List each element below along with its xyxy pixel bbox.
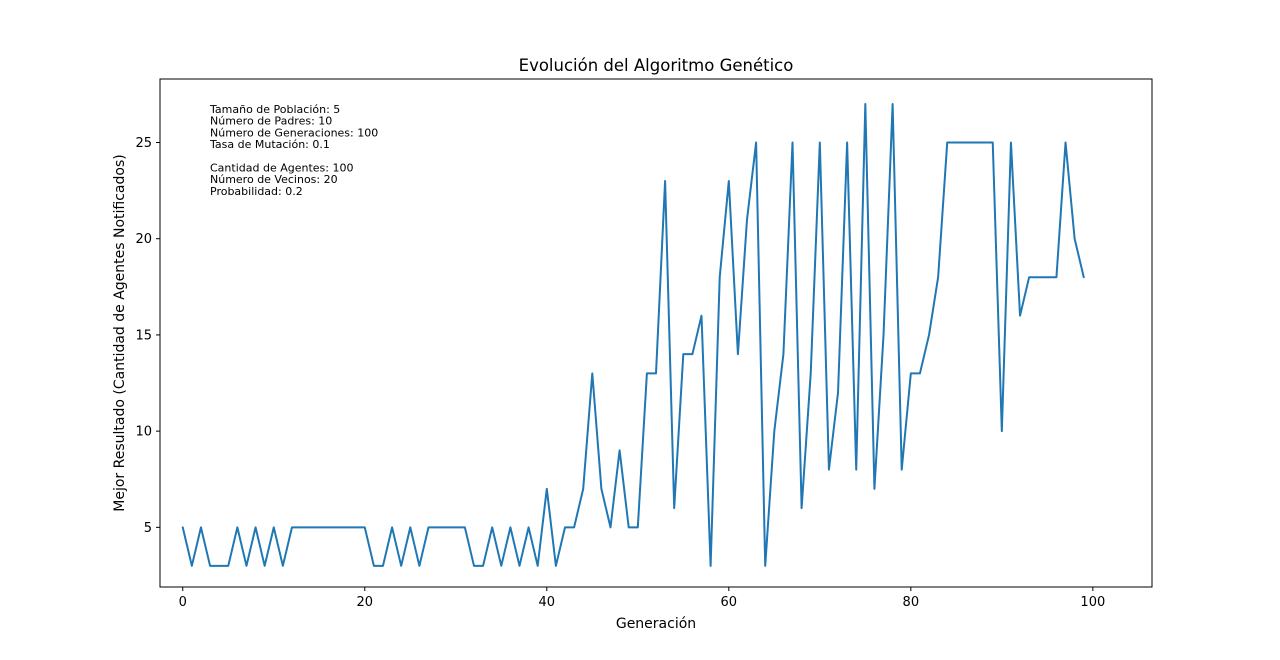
- y-tick-label: 5: [144, 521, 152, 536]
- y-tick-label: 15: [135, 328, 152, 343]
- plot-frame: [159, 78, 1153, 588]
- parameter-annotation-line: Tamaño de Población: 5: [209, 103, 340, 116]
- axis-ticks: 0 20 40 60 80 100 5 10 15 20 25: [135, 136, 1105, 610]
- parameter-annotation-line: Cantidad de Agentes: 100: [210, 162, 353, 175]
- x-tick-label: 40: [539, 595, 556, 610]
- parameter-annotation-line: Probabilidad: 0.2: [210, 185, 303, 198]
- y-tick-label: 25: [135, 136, 152, 151]
- parameter-annotation-line: Número de Generaciones: 100: [210, 126, 378, 139]
- x-tick-label: 60: [721, 595, 738, 610]
- x-tick-label: 20: [356, 595, 373, 610]
- y-axis-label: Mejor Resultado (Cantidad de Agentes Not…: [112, 154, 128, 511]
- x-axis-label: Generación: [616, 616, 696, 632]
- series-line: [181, 103, 1085, 567]
- x-tick-label: 80: [903, 595, 920, 610]
- parameter-annotation-line: Número de Padres: 10: [210, 115, 332, 128]
- parameter-annotation-line: Número de Vecinos: 20: [210, 173, 338, 186]
- x-tick-label: 0: [179, 595, 187, 610]
- parameter-annotation-line: Tasa de Mutación: 0.1: [209, 138, 330, 151]
- chart-title: Evolución del Algoritmo Genético: [519, 56, 794, 75]
- y-tick-label: 20: [135, 232, 152, 247]
- x-tick-label: 100: [1080, 595, 1105, 610]
- y-tick-label: 10: [135, 425, 152, 440]
